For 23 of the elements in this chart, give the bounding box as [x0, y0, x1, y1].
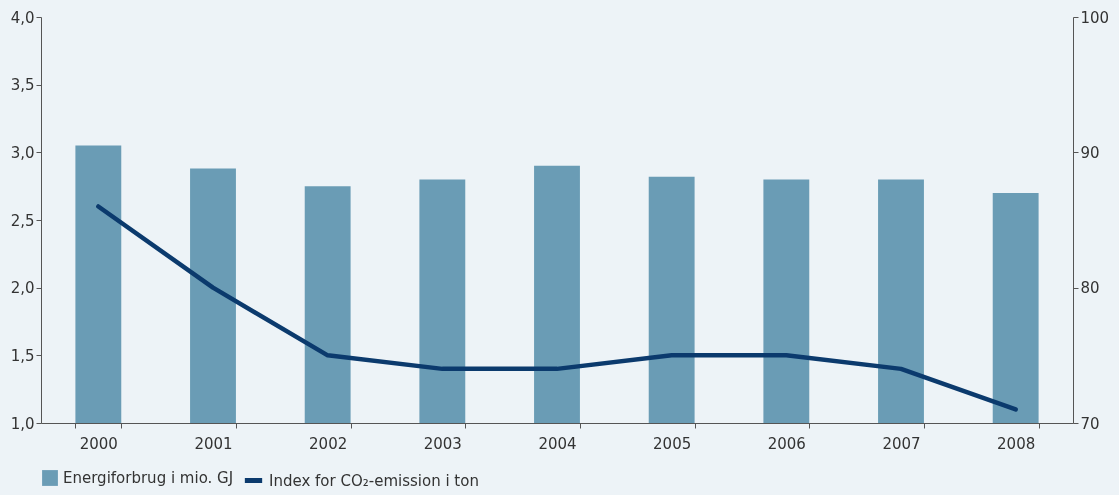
y2-tick-label: 80: [1080, 279, 1100, 298]
y-tick-label: 2,0: [10, 279, 35, 298]
y-tick-label: 3,5: [10, 76, 35, 95]
y-tick-label: 2,5: [10, 211, 35, 230]
x-tick-label: 2001: [194, 434, 233, 453]
y-tick-label: 1,5: [10, 346, 35, 365]
x-tick-label: 2004: [538, 434, 577, 453]
y2-tick-label: 100: [1080, 8, 1110, 27]
x-tick-label: 2003: [423, 434, 462, 453]
legend-label: Index for CO₂-emission i ton: [269, 471, 479, 490]
x-tick-label: 2005: [653, 434, 692, 453]
line-series: [96, 204, 1018, 412]
y-tick-label: 3,0: [10, 143, 35, 162]
x-tick-label: 2006: [767, 434, 806, 453]
y2-tick-label: 70: [1080, 414, 1100, 433]
y-tick-label: 4,0: [10, 8, 35, 27]
x-tick-label: 2007: [882, 434, 921, 453]
x-tick-label: 2000: [79, 434, 118, 453]
legend-label: Energiforbrug i mio. GJ: [63, 469, 234, 487]
x-tick-label: 2008: [997, 434, 1036, 453]
y2-tick-label: 90: [1080, 143, 1100, 162]
y-tick-label: 1,0: [10, 414, 35, 433]
x-tick-label: 2002: [309, 434, 348, 453]
